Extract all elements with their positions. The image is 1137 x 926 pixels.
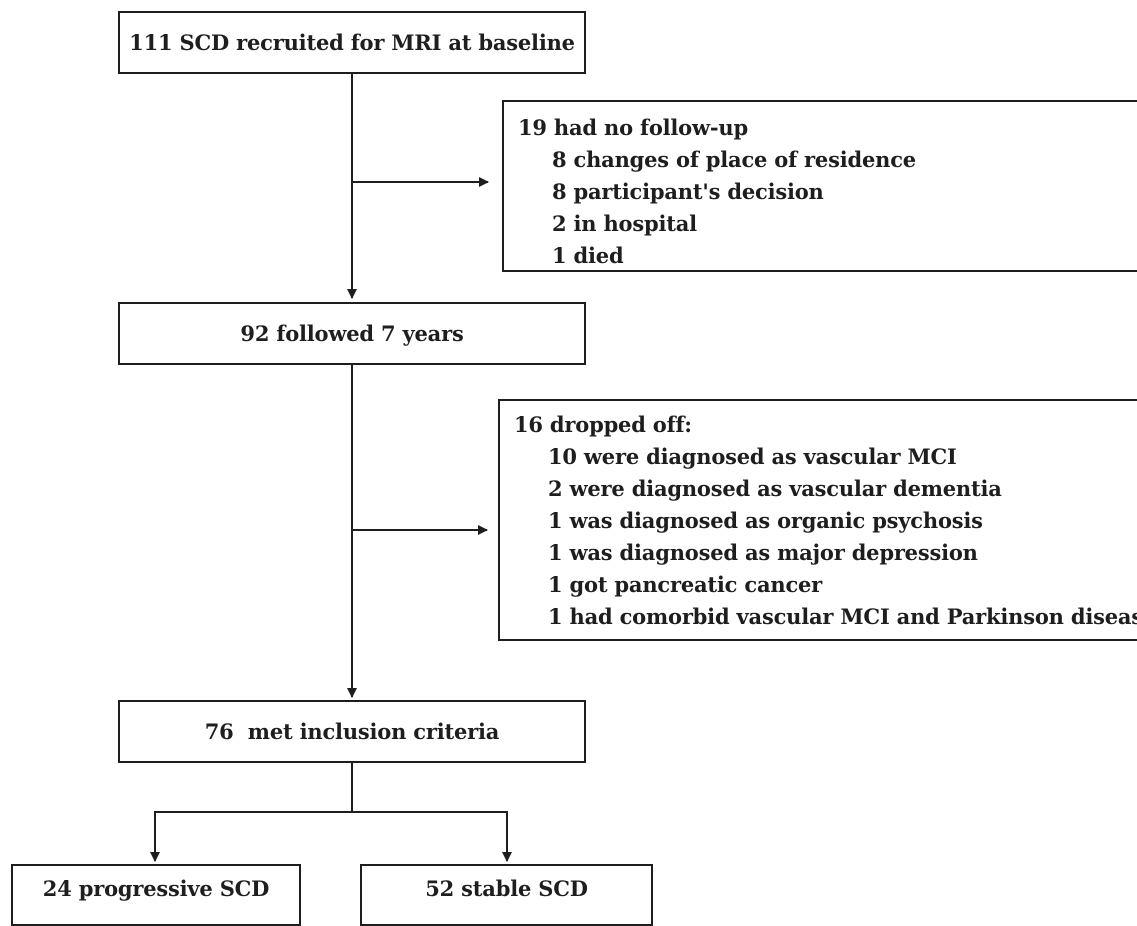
flow-diagram: 111 SCD recruited for MRI at baseline 19… — [11, 11, 1137, 926]
exclusion-1-item: 2 in hospital — [552, 211, 697, 236]
exclusion-2-item: 1 got pancreatic cancer — [548, 572, 823, 597]
exclusion-2-item: 2 were diagnosed as vascular dementia — [548, 476, 1002, 501]
exclusion-2-item: 10 were diagnosed as vascular MCI — [548, 444, 957, 469]
stable-scd-box: 52 stable SCD — [360, 864, 653, 926]
followed-box: 92 followed 7 years — [118, 302, 586, 365]
included-label: 76 met inclusion criteria — [204, 719, 500, 744]
baseline-label: 111 SCD recruited for MRI at baseline — [129, 30, 575, 55]
exclusion-2-item: 1 had comorbid vascular MCI and Parkinso… — [548, 604, 1137, 629]
stable-scd-label: 52 stable SCD — [425, 876, 588, 901]
exclusion-1-item: 8 changes of place of residence — [552, 147, 916, 172]
exclusion-1-item: 8 participant's decision — [552, 179, 824, 204]
exclusion-2-item: 1 was diagnosed as major depression — [548, 540, 978, 565]
exclusion-1-heading: 19 had no follow-up — [518, 115, 748, 140]
progressive-scd-label: 24 progressive SCD — [42, 876, 270, 901]
followed-label: 92 followed 7 years — [240, 321, 464, 346]
exclusion-box-dropped-off: 16 dropped off: 10 were diagnosed as vas… — [498, 399, 1137, 641]
included-box: 76 met inclusion criteria — [118, 700, 586, 763]
baseline-box: 111 SCD recruited for MRI at baseline — [118, 11, 586, 74]
exclusion-2-item: 1 was diagnosed as organic psychosis — [548, 508, 983, 533]
exclusion-1-item: 1 died — [552, 243, 624, 268]
exclusion-box-no-follow-up: 19 had no follow-up 8 changes of place o… — [502, 100, 1137, 272]
exclusion-2-heading: 16 dropped off: — [514, 412, 692, 437]
connector-lines — [150, 73, 512, 862]
progressive-scd-box: 24 progressive SCD — [11, 864, 301, 926]
